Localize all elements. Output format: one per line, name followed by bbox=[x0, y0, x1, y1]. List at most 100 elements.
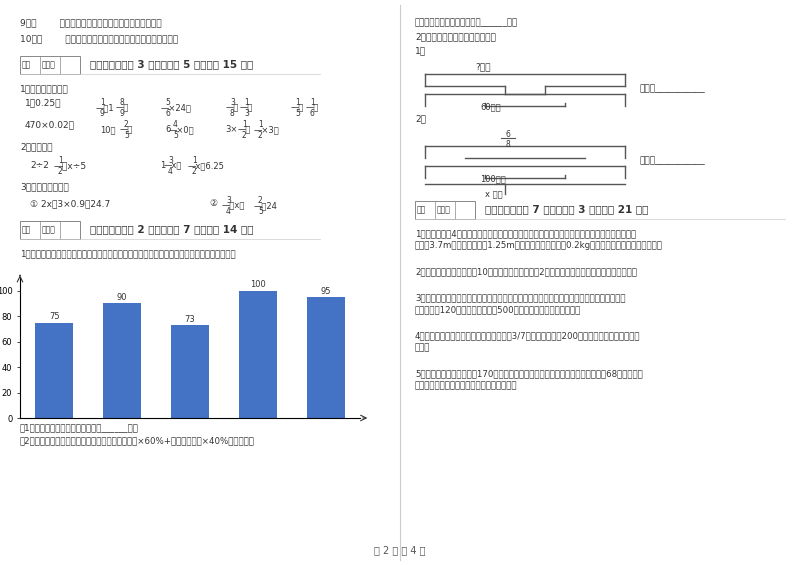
Text: —×3＝: —×3＝ bbox=[254, 125, 280, 134]
Text: 6: 6 bbox=[165, 125, 170, 134]
Text: 2: 2 bbox=[258, 131, 262, 140]
Text: 四、计算题（共 3 小题，每题 5 分，共计 15 分）: 四、计算题（共 3 小题，每题 5 分，共计 15 分） bbox=[90, 59, 254, 69]
Bar bbox=[35, 323, 73, 418]
Text: ②: ② bbox=[210, 199, 221, 208]
Text: —－: —－ bbox=[238, 125, 251, 134]
Text: 75: 75 bbox=[49, 312, 59, 321]
Text: 每根高3.7m，横截面周长为1.25m，如果每平方米用油漆0.2kg，涂这四根柱子要用多少油漆？: 每根高3.7m，横截面周长为1.25m，如果每平方米用油漆0.2kg，涂这四根柱… bbox=[415, 241, 663, 250]
Text: 470×0.02＝: 470×0.02＝ bbox=[25, 120, 75, 129]
Text: 2，: 2， bbox=[415, 114, 426, 123]
Text: x 千米: x 千米 bbox=[485, 190, 502, 199]
Text: 五、综合题（共 2 小题，每题 7 分，共计 14 分）: 五、综合题（共 2 小题，每题 7 分，共计 14 分） bbox=[90, 224, 254, 234]
Text: （2）数学学期成绩是这样算的：平时成绩的平均分×60%+期末测验成绩×40%。王平六年: （2）数学学期成绩是这样算的：平时成绩的平均分×60%+期末测验成绩×40%。王… bbox=[20, 436, 255, 445]
Text: —×24＝: —×24＝ bbox=[161, 103, 192, 112]
Text: 4．一辆汽车从甲地开往乙地，行了全程的3/7后，离乙地还有200千米，甲、乙两地相距多少: 4．一辆汽车从甲地开往乙地，行了全程的3/7后，离乙地还有200千米，甲、乙两地… bbox=[415, 331, 641, 340]
Text: 1: 1 bbox=[295, 98, 300, 107]
Text: 列式：___________: 列式：___________ bbox=[640, 84, 706, 93]
Text: 1: 1 bbox=[58, 156, 62, 165]
Text: 4: 4 bbox=[226, 207, 231, 216]
Text: 样计算，几小时可以到达乙地？（用比例解）: 样计算，几小时可以到达乙地？（用比例解） bbox=[415, 381, 518, 390]
Text: 3: 3 bbox=[244, 109, 249, 118]
Text: 5: 5 bbox=[173, 131, 178, 140]
Text: —＝: —＝ bbox=[116, 103, 130, 112]
Text: 1．直接写出得数。: 1．直接写出得数。 bbox=[20, 84, 69, 93]
Text: 1－0.25＝: 1－0.25＝ bbox=[25, 98, 62, 107]
Text: —＝: —＝ bbox=[306, 103, 319, 112]
Text: —＋: —＋ bbox=[226, 103, 239, 112]
Text: 2: 2 bbox=[242, 131, 246, 140]
Text: 2: 2 bbox=[258, 196, 262, 205]
Text: （1）王平四次平时成绩的平均分是______分。: （1）王平四次平时成绩的平均分是______分。 bbox=[20, 423, 139, 432]
Text: —x－: —x－ bbox=[164, 161, 182, 170]
Text: 2: 2 bbox=[192, 167, 197, 176]
Text: 5: 5 bbox=[165, 98, 170, 107]
Text: 8: 8 bbox=[230, 109, 234, 118]
Text: 2．解方程：: 2．解方程： bbox=[20, 142, 53, 151]
Text: 8: 8 bbox=[505, 140, 510, 149]
Text: 3: 3 bbox=[226, 196, 231, 205]
Text: —＝: —＝ bbox=[240, 103, 254, 112]
Text: 73: 73 bbox=[185, 315, 195, 324]
Text: —＋1: —＋1 bbox=[96, 103, 114, 112]
Text: 千米？: 千米？ bbox=[415, 343, 430, 352]
Text: 1: 1 bbox=[244, 98, 249, 107]
Text: 2: 2 bbox=[124, 120, 129, 129]
Text: 60千克: 60千克 bbox=[480, 102, 501, 111]
Text: —＝: —＝ bbox=[120, 125, 134, 134]
Text: 100千米: 100千米 bbox=[480, 174, 506, 183]
Text: —＝x÷5: —＝x÷5 bbox=[54, 161, 87, 170]
Bar bbox=[307, 297, 345, 418]
Text: 2．看图列算式或方程，不计算：: 2．看图列算式或方程，不计算： bbox=[415, 32, 496, 41]
Bar bbox=[171, 325, 209, 418]
Text: 3: 3 bbox=[168, 156, 173, 165]
Text: 4: 4 bbox=[173, 120, 178, 129]
Text: 4: 4 bbox=[168, 167, 173, 176]
Text: 级第一学期的数学学期成绩是______分。: 级第一学期的数学学期成绩是______分。 bbox=[415, 18, 518, 27]
Text: 90: 90 bbox=[117, 293, 127, 302]
Text: 9: 9 bbox=[120, 109, 125, 118]
Text: 10－: 10－ bbox=[100, 125, 115, 134]
Text: 在实惠便宜120元，请问李阿姨带500元，够吗？请说出你的理由。: 在实惠便宜120元，请问李阿姨带500元，够吗？请说出你的理由。 bbox=[415, 305, 582, 314]
Text: 8: 8 bbox=[120, 98, 125, 107]
Text: 2: 2 bbox=[58, 167, 62, 176]
Bar bbox=[20, 56, 80, 74]
Text: 10．（        ）大于零的数除以真分数，商一定比这个数大。: 10．（ ）大于零的数除以真分数，商一定比这个数大。 bbox=[20, 34, 178, 43]
Text: —：x＝: —：x＝ bbox=[222, 201, 246, 210]
Text: 1．孔庙门前有4根圆柱形柱子，上面均有不同程度的油漆剥落，管理员准备重新涂上一层油漆，: 1．孔庙门前有4根圆柱形柱子，上面均有不同程度的油漆剥落，管理员准备重新涂上一层… bbox=[415, 229, 636, 238]
Text: 5．甲乙两地之间的公路长170千米，一辆汽车从甲地开往乙地，头两小时行驶了68千米，照这: 5．甲乙两地之间的公路长170千米，一辆汽车从甲地开往乙地，头两小时行驶了68千… bbox=[415, 369, 642, 378]
Text: 2．一个圆形花坛，直径是10米，如果围绕花坛铺宽2米的草皮，需要购买多少平方米的草皮？: 2．一个圆形花坛，直径是10米，如果围绕花坛铺宽2米的草皮，需要购买多少平方米的… bbox=[415, 267, 637, 276]
Text: 1: 1 bbox=[100, 98, 105, 107]
Text: 9: 9 bbox=[100, 109, 105, 118]
Text: ?千克: ?千克 bbox=[475, 62, 490, 71]
Text: 第 2 页 共 4 页: 第 2 页 共 4 页 bbox=[374, 545, 426, 555]
Text: 评卷人: 评卷人 bbox=[42, 60, 56, 69]
Text: 3．解方程或比例。: 3．解方程或比例。 bbox=[20, 182, 69, 191]
Text: 95: 95 bbox=[321, 287, 331, 296]
Text: 3．春节商场购物狂欢，所有羽绒服一律八折销售，李阿姨想买一件羽绒服，导购员告诉她现: 3．春节商场购物狂欢，所有羽绒服一律八折销售，李阿姨想买一件羽绒服，导购员告诉她… bbox=[415, 293, 626, 302]
Text: 列式：___________: 列式：___________ bbox=[640, 156, 706, 165]
Text: —×0＝: —×0＝ bbox=[169, 125, 194, 134]
Text: 1: 1 bbox=[160, 161, 166, 170]
Text: 评卷人: 评卷人 bbox=[42, 225, 56, 234]
Text: 六、应用题（共 7 小题，每题 3 分，共计 21 分）: 六、应用题（共 7 小题，每题 3 分，共计 21 分） bbox=[485, 204, 648, 214]
Text: 得分: 得分 bbox=[417, 205, 426, 214]
Text: —x＝6.25: —x＝6.25 bbox=[188, 161, 225, 170]
Text: 9．（        ）甲数除以乙数，等于甲数乘乙数的倒数。: 9．（ ）甲数除以乙数，等于甲数乘乙数的倒数。 bbox=[20, 18, 162, 27]
Text: 1: 1 bbox=[310, 98, 314, 107]
Text: —：24: —：24 bbox=[254, 201, 278, 210]
Text: 3×: 3× bbox=[225, 125, 238, 134]
Bar bbox=[20, 221, 80, 239]
Text: 2÷2: 2÷2 bbox=[30, 161, 49, 170]
Text: 1: 1 bbox=[258, 120, 262, 129]
Text: ① 2x＋3×0.9＝24.7: ① 2x＋3×0.9＝24.7 bbox=[30, 199, 110, 208]
Text: 1: 1 bbox=[192, 156, 197, 165]
Text: 评卷人: 评卷人 bbox=[437, 205, 451, 214]
Bar bbox=[415, 201, 475, 219]
Text: 得分: 得分 bbox=[22, 225, 31, 234]
Text: 3: 3 bbox=[230, 98, 235, 107]
Text: 5: 5 bbox=[295, 109, 300, 118]
Text: 5: 5 bbox=[124, 131, 129, 140]
Text: 100: 100 bbox=[250, 280, 266, 289]
Text: 1，: 1， bbox=[415, 46, 426, 55]
Bar bbox=[103, 303, 141, 418]
